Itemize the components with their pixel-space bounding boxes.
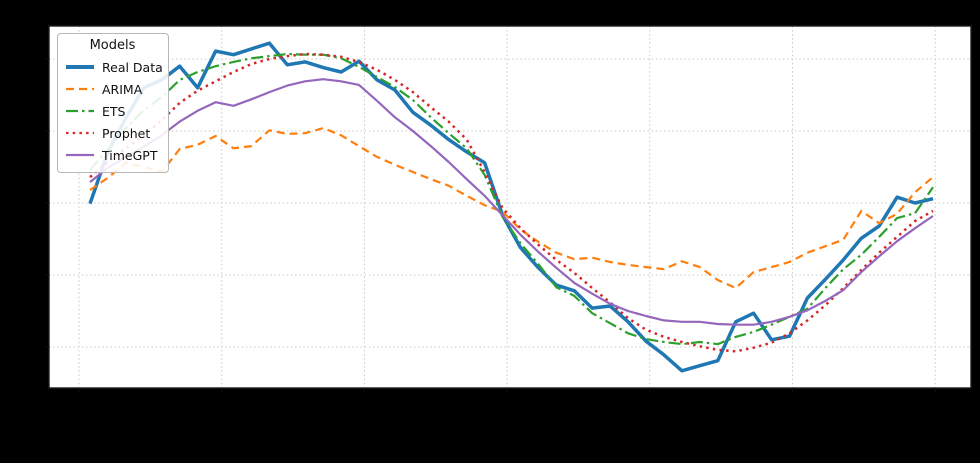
dashed-line-swatch-icon [66, 87, 94, 91]
solid-line-swatch-icon [66, 153, 94, 157]
tick-marks [45, 58, 936, 392]
legend-item-arima: ARIMA [65, 78, 160, 100]
legend-label: ARIMA [102, 81, 143, 97]
legend-item-real-data: Real Data [65, 56, 163, 78]
legend: Models Real Data ARIMA ETS Prophet TimeGPT [57, 33, 169, 173]
legend-item-prophet: Prophet [65, 122, 160, 144]
dotted-line-swatch-icon [66, 131, 94, 135]
legend-label: Real Data [102, 59, 163, 75]
series-line-timegpt [89, 78, 934, 326]
gridlines [49, 26, 971, 388]
legend-item-ets: ETS [65, 100, 160, 122]
dashdot-line-swatch-icon [66, 109, 94, 113]
legend-label: ETS [102, 103, 126, 119]
legend-items: Real Data ARIMA ETS Prophet TimeGPT [65, 56, 163, 166]
legend-label: TimeGPT [102, 147, 158, 163]
legend-label: Prophet [102, 125, 151, 141]
solid-line-swatch-icon [66, 65, 94, 69]
plot-canvas [49, 26, 971, 388]
series-line-prophet [89, 52, 934, 353]
axes-spines [48, 25, 972, 389]
legend-item-timegpt: TimeGPT [65, 144, 160, 166]
series-lines [88, 41, 934, 373]
legend-title: Models [89, 38, 136, 53]
